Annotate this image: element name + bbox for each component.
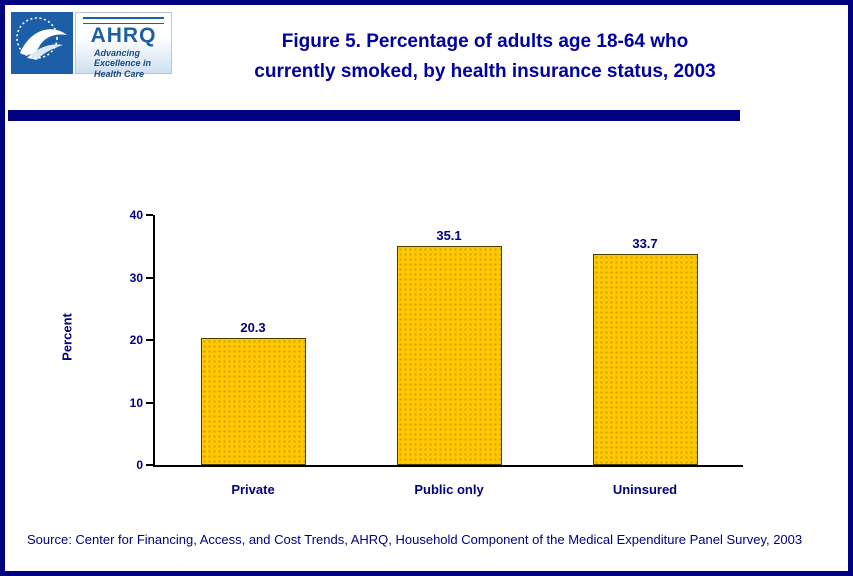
- x-category-label: Private: [231, 482, 275, 497]
- hhs-seal-icon: [11, 12, 73, 74]
- header-divider-bar: [8, 110, 740, 121]
- page-title: Figure 5. Percentage of adults age 18-64…: [180, 27, 790, 87]
- y-tick-mark: [146, 401, 153, 404]
- y-tick-mark: [146, 214, 153, 216]
- y-tick-mark: [146, 464, 153, 466]
- ahrq-logo-text: AHRQ: [90, 24, 157, 47]
- bar: [200, 338, 306, 465]
- ahrq-logo-lines: [83, 17, 164, 24]
- y-tick-label: 30: [129, 270, 143, 285]
- source-note: Source: Center for Financing, Access, an…: [27, 532, 803, 547]
- y-tick-label: 10: [129, 395, 143, 410]
- bar-group: 35.1 Public only: [351, 215, 547, 497]
- bar-value-label: 20.3: [240, 320, 266, 336]
- x-category-label: Public only: [414, 482, 484, 497]
- page-title-line-2: currently smoked, by health insurance st…: [254, 61, 716, 82]
- bar-group: 20.3 Private: [155, 215, 351, 497]
- page-title-line-1: Figure 5. Percentage of adults age 18-64…: [281, 31, 689, 52]
- bar-group: 33.7 Uninsured: [547, 215, 743, 497]
- bar: [592, 254, 698, 465]
- y-tick-mark: [146, 276, 153, 279]
- ahrq-tagline-line: Health Care: [94, 68, 145, 79]
- ahrq-tagline-line: Advancing: [94, 48, 141, 58]
- x-category-label: Uninsured: [612, 482, 678, 497]
- y-tick-mark: [146, 339, 153, 341]
- y-axis-title: Percent: [59, 313, 75, 361]
- y-tick-label: 40: [129, 208, 143, 222]
- y-tick-label: 20: [129, 333, 143, 347]
- bar-value-label: 35.1: [436, 227, 462, 243]
- ahrq-tagline-line: Excellence in: [94, 58, 152, 69]
- ahrq-tagline: Advancing Excellence in Health Care: [76, 48, 171, 79]
- ahrq-logo: AHRQ Advancing Excellence in Health Care: [75, 12, 172, 79]
- bar-series: 20.3 Private 35.1 Public only 33.7 Uninsured: [155, 215, 743, 497]
- bar: [396, 245, 502, 465]
- hhs-logo: [11, 12, 73, 74]
- bar-value-label: 33.7: [632, 236, 658, 252]
- plot-area: 0 10 20 30 40 20.3 Private 35.1 Public only 33.7…: [130, 208, 743, 497]
- y-tick-label: 0: [136, 458, 143, 472]
